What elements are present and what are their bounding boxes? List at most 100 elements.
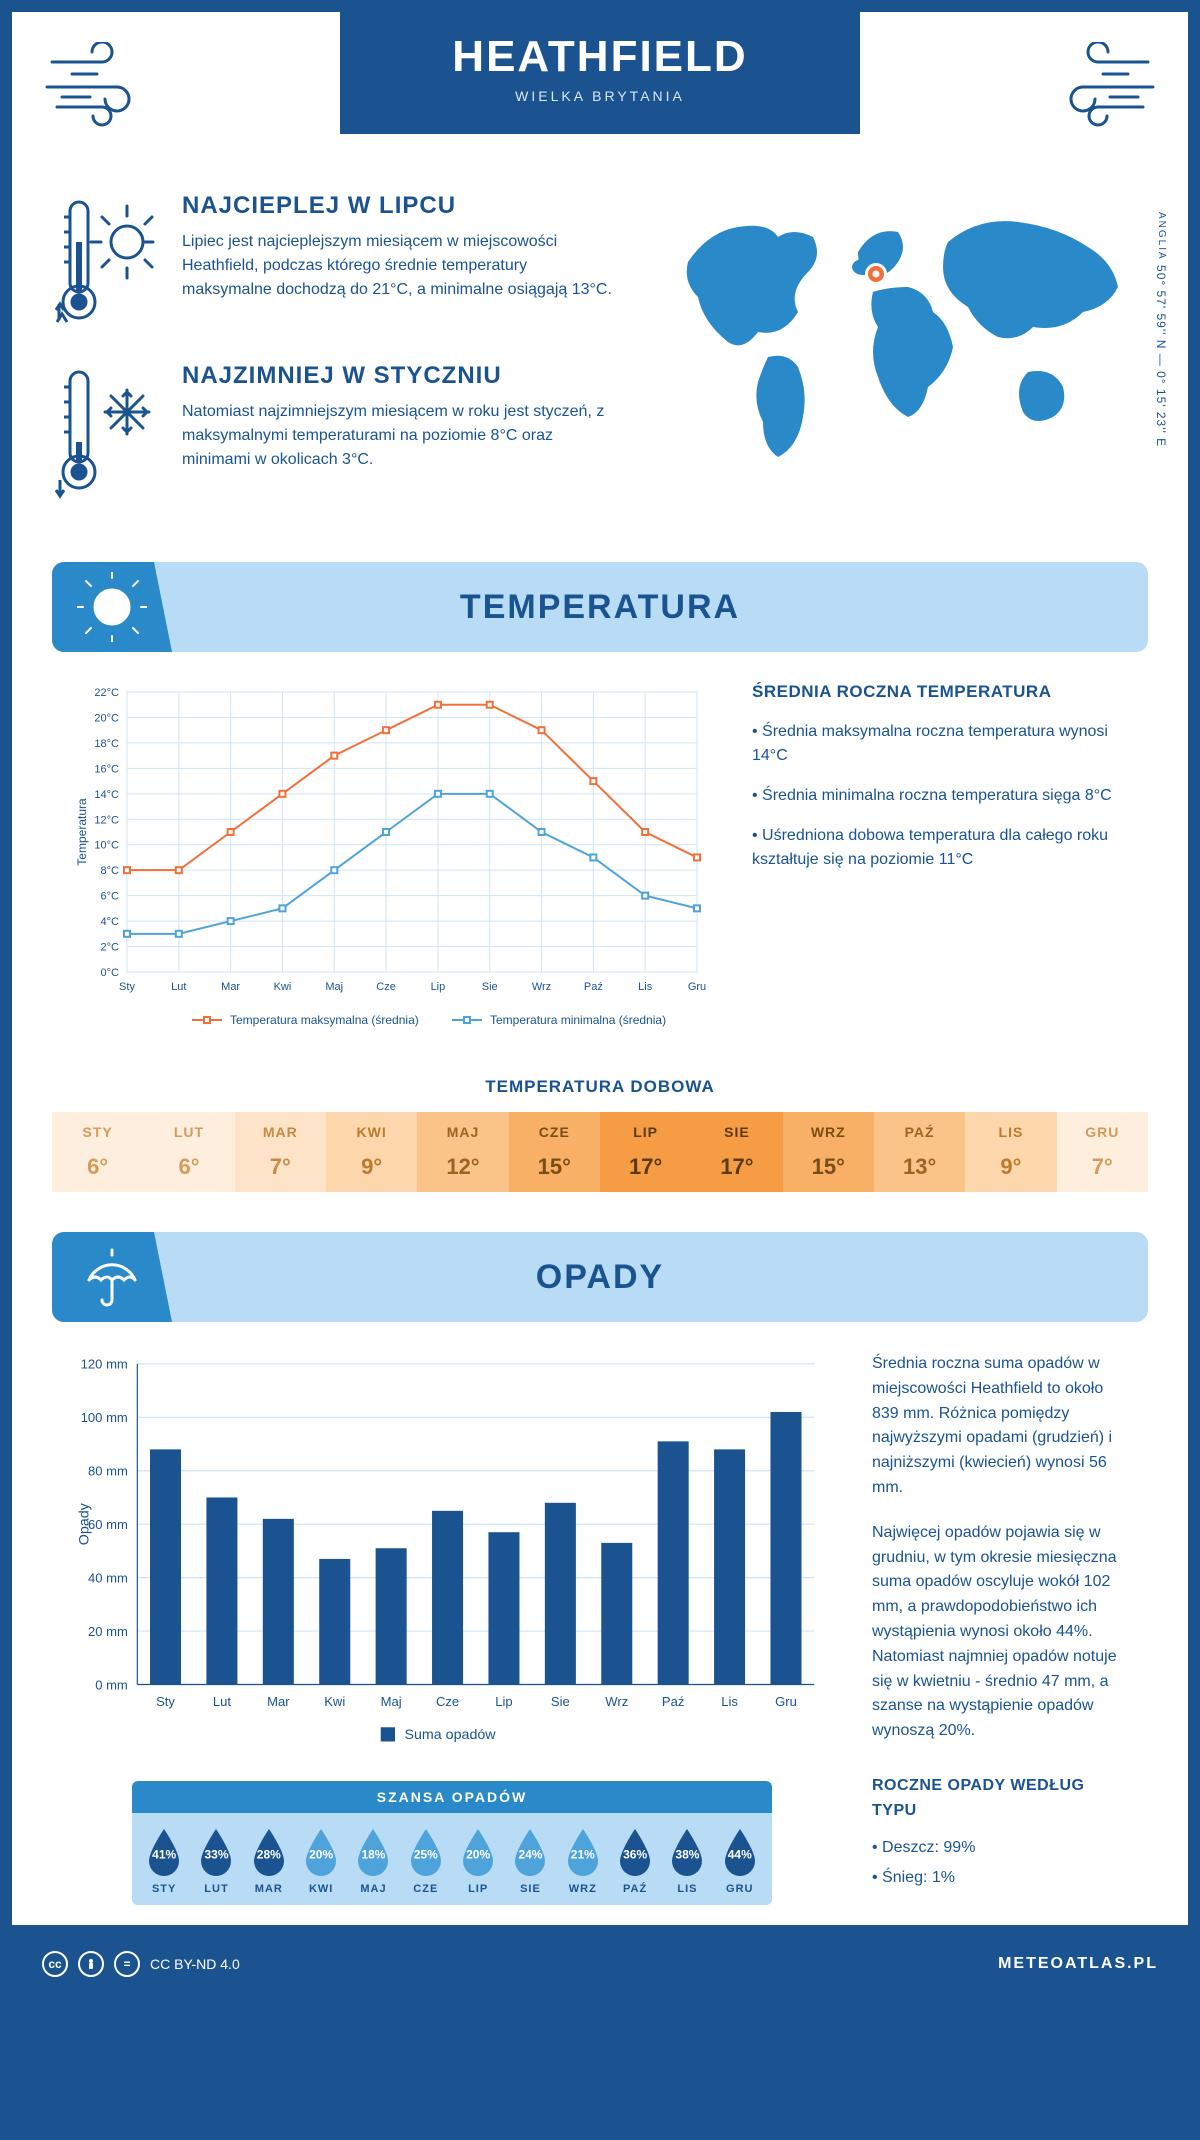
svg-text:Temperatura minimalna (średnia: Temperatura minimalna (średnia) xyxy=(490,1013,666,1027)
chance-value: 41% xyxy=(152,1847,176,1861)
raindrop-icon: 38% xyxy=(667,1827,707,1877)
chance-value: 20% xyxy=(466,1847,490,1861)
svg-text:Mar: Mar xyxy=(267,1694,290,1709)
precip-type-item: • Deszcz: 99% xyxy=(872,1836,1128,1861)
daily-month-label: LIS xyxy=(965,1124,1056,1140)
precip-para-2: Najwięcej opadów pojawia się w grudniu, … xyxy=(872,1521,1128,1744)
chance-month-label: CZE xyxy=(400,1883,452,1895)
svg-text:20 mm: 20 mm xyxy=(88,1624,128,1639)
daily-month-label: MAR xyxy=(235,1124,326,1140)
svg-text:Maj: Maj xyxy=(325,981,343,993)
chance-month-label: STY xyxy=(138,1883,190,1895)
chance-cell: 44% GRU xyxy=(714,1827,766,1895)
precip-para-1: Średnia roczna suma opadów w miejscowośc… xyxy=(872,1352,1128,1501)
daily-month-label: LUT xyxy=(143,1124,234,1140)
daily-temp-value: 9° xyxy=(326,1154,417,1180)
chance-month-label: KWI xyxy=(295,1883,347,1895)
thermometer-sun-icon xyxy=(52,192,162,332)
cc-icon: cc xyxy=(42,1951,68,1977)
daily-temp-cell: GRU 7° xyxy=(1057,1112,1148,1192)
daily-temp-value: 6° xyxy=(52,1154,143,1180)
raindrop-icon: 24% xyxy=(510,1827,550,1877)
daily-temp-value: 6° xyxy=(143,1154,234,1180)
license-text: CC BY-ND 4.0 xyxy=(150,1956,240,1972)
svg-text:Lip: Lip xyxy=(495,1694,512,1709)
temperature-chart: 0°C2°C4°C6°C8°C10°C12°C14°C16°C18°C20°C2… xyxy=(72,682,712,1047)
daily-month-label: PAŹ xyxy=(874,1124,965,1140)
chance-month-label: MAJ xyxy=(347,1883,399,1895)
precip-title: OPADY xyxy=(536,1258,664,1297)
chance-cell: 38% LIS xyxy=(661,1827,713,1895)
chance-cell: 36% PAŹ xyxy=(609,1827,661,1895)
title-banner: HEATHFIELD WIELKA BRYTANIA xyxy=(340,12,860,134)
daily-temp-value: 12° xyxy=(417,1154,508,1180)
warmest-text: Lipiec jest najcieplejszym miesiącem w m… xyxy=(182,230,618,302)
svg-text:Sty: Sty xyxy=(156,1694,175,1709)
svg-text:Lut: Lut xyxy=(213,1694,232,1709)
svg-text:Gru: Gru xyxy=(688,981,706,993)
page-header: HEATHFIELD WIELKA BRYTANIA xyxy=(12,12,1188,182)
location-title: HEATHFIELD xyxy=(380,32,820,82)
nd-icon: = xyxy=(114,1951,140,1977)
warmest-block: NAJCIEPLEJ W LIPCU Lipiec jest najcieple… xyxy=(52,192,618,332)
svg-text:Cze: Cze xyxy=(376,981,396,993)
svg-text:Lip: Lip xyxy=(431,981,446,993)
world-map: ANGLIA 50° 57' 59'' N — 0° 15' 23'' E xyxy=(648,192,1148,532)
precip-type-item: • Śnieg: 1% xyxy=(872,1866,1128,1891)
temperature-title: TEMPERATURA xyxy=(460,588,740,627)
chance-month-label: PAŹ xyxy=(609,1883,661,1895)
raindrop-icon: 41% xyxy=(144,1827,184,1877)
chance-cell: 20% KWI xyxy=(295,1827,347,1895)
warmest-title: NAJCIEPLEJ W LIPCU xyxy=(182,192,618,220)
daily-temp-value: 9° xyxy=(965,1154,1056,1180)
daily-temp-value: 15° xyxy=(509,1154,600,1180)
chance-month-label: WRZ xyxy=(557,1883,609,1895)
daily-temp-cell: PAŹ 13° xyxy=(874,1112,965,1192)
daily-temp-value: 17° xyxy=(600,1154,691,1180)
temp-info-item: • Średnia minimalna roczna temperatura s… xyxy=(752,784,1128,808)
chance-cell: 33% LUT xyxy=(190,1827,242,1895)
daily-month-label: GRU xyxy=(1057,1124,1148,1140)
daily-temp-title: TEMPERATURA DOBOWA xyxy=(12,1077,1188,1097)
svg-text:Temperatura: Temperatura xyxy=(75,798,89,866)
daily-month-label: CZE xyxy=(509,1124,600,1140)
chance-cell: 18% MAJ xyxy=(347,1827,399,1895)
svg-text:Sty: Sty xyxy=(119,981,135,993)
svg-text:0°C: 0°C xyxy=(101,967,120,979)
precip-info: Średnia roczna suma opadów w miejscowośc… xyxy=(872,1352,1128,1905)
svg-text:18°C: 18°C xyxy=(94,738,119,750)
chance-cell: 21% WRZ xyxy=(557,1827,609,1895)
sun-icon xyxy=(77,572,147,642)
svg-text:12°C: 12°C xyxy=(94,814,119,826)
svg-text:16°C: 16°C xyxy=(94,763,119,775)
chance-cell: 28% MAR xyxy=(243,1827,295,1895)
svg-text:Kwi: Kwi xyxy=(274,981,292,993)
svg-text:14°C: 14°C xyxy=(94,789,119,801)
daily-temp-cell: LIS 9° xyxy=(965,1112,1056,1192)
svg-text:Cze: Cze xyxy=(436,1694,459,1709)
coldest-text: Natomiast najzimniejszym miesiącem w rok… xyxy=(182,400,618,472)
daily-month-label: SIE xyxy=(691,1124,782,1140)
daily-month-label: KWI xyxy=(326,1124,417,1140)
chance-value: 33% xyxy=(204,1847,228,1861)
temp-info-item: • Uśredniona dobowa temperatura dla całe… xyxy=(752,824,1128,872)
daily-month-label: LIP xyxy=(600,1124,691,1140)
svg-text:Lut: Lut xyxy=(171,981,186,993)
svg-text:20°C: 20°C xyxy=(94,712,119,724)
coords-text: 50° 57' 59'' N — 0° 15' 23'' E xyxy=(1154,265,1168,447)
region-label: ANGLIA xyxy=(1156,212,1167,261)
precip-type-title: ROCZNE OPADY WEDŁUG TYPU xyxy=(872,1774,1128,1824)
svg-text:Paź: Paź xyxy=(662,1694,684,1709)
svg-text:Lis: Lis xyxy=(721,1694,738,1709)
coldest-block: NAJZIMNIEJ W STYCZNIU Natomiast najzimni… xyxy=(52,362,618,502)
chance-value: 36% xyxy=(623,1847,647,1861)
svg-text:Lis: Lis xyxy=(638,981,653,993)
daily-temp-value: 17° xyxy=(691,1154,782,1180)
svg-text:0 mm: 0 mm xyxy=(95,1677,128,1692)
svg-text:120 mm: 120 mm xyxy=(81,1357,128,1372)
temperature-info: ŚREDNIA ROCZNA TEMPERATURA • Średnia mak… xyxy=(752,682,1128,1047)
chance-month-label: LUT xyxy=(190,1883,242,1895)
temperature-section-header: TEMPERATURA xyxy=(52,562,1148,652)
raindrop-icon: 33% xyxy=(196,1827,236,1877)
by-icon xyxy=(78,1951,104,1977)
